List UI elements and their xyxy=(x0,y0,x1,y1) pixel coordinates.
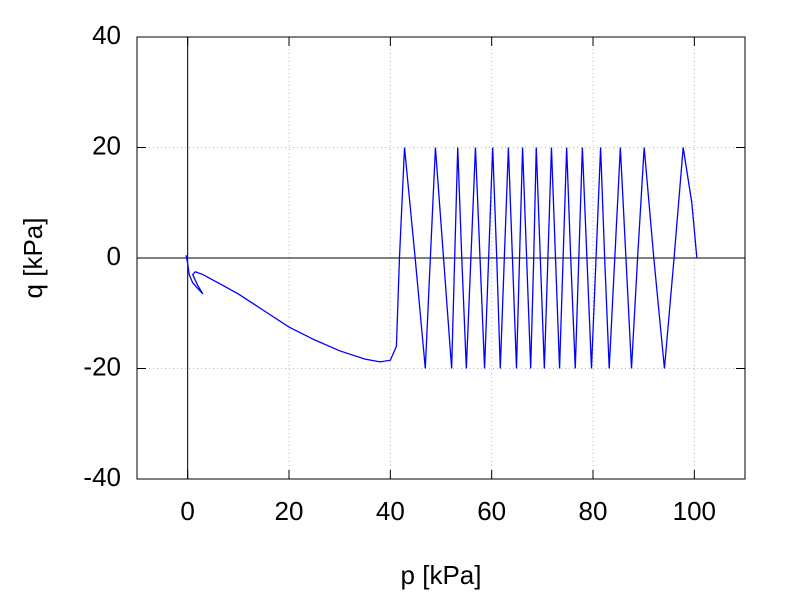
plot-frame xyxy=(136,36,746,480)
x-tick-label: 60 xyxy=(477,496,506,526)
x-tick-label: 100 xyxy=(673,496,716,526)
x-tick-label: 40 xyxy=(376,496,405,526)
x-tick-label: 20 xyxy=(275,496,304,526)
y-tick-label: 0 xyxy=(107,241,121,271)
y-tick-label: -40 xyxy=(83,462,121,492)
x-tick-label: 0 xyxy=(180,496,194,526)
y-tick-label: -20 xyxy=(83,351,121,381)
y-axis-label: q [kPa] xyxy=(18,218,48,299)
x-axis-label: p [kPa] xyxy=(401,560,482,590)
y-tick-label: 40 xyxy=(92,20,121,50)
y-tick-label: 20 xyxy=(92,130,121,160)
data-line xyxy=(185,147,698,369)
x-tick-label: 80 xyxy=(579,496,608,526)
